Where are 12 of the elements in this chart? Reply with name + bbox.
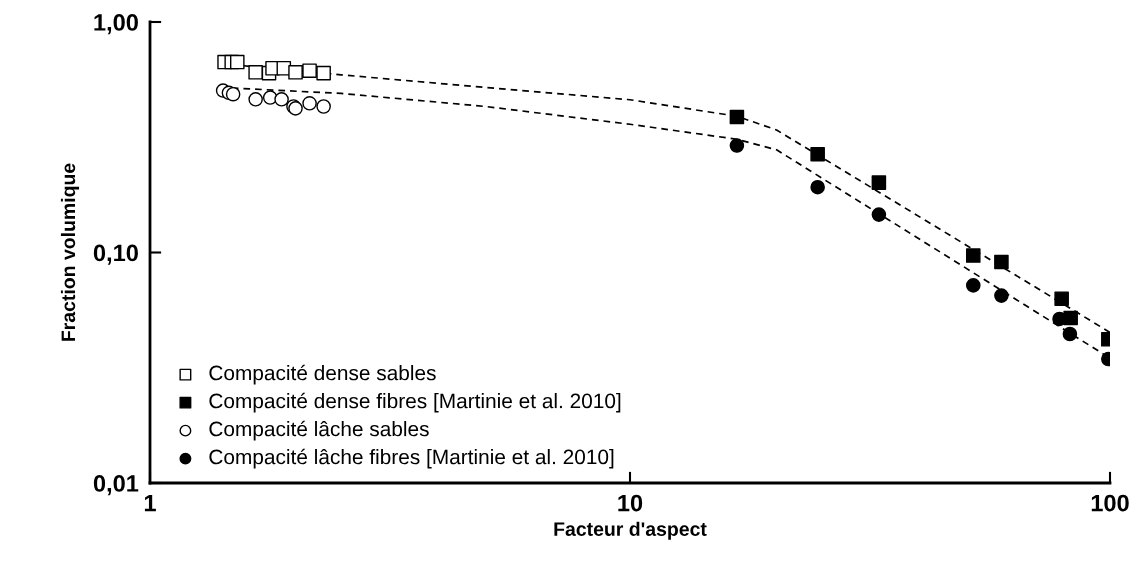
x-tick-label: 10 [618, 494, 643, 512]
y-tick-label: 0,10 [93, 244, 138, 265]
y-tick-label: 0,01 [93, 475, 139, 496]
legend-label: Compacité dense fibres [Martinie et al. 2010] [209, 392, 621, 413]
y-axis-title: Fraction volumique [60, 163, 80, 341]
x-tick-label: 1 [144, 494, 156, 512]
y-tick-label: 1,00 [94, 14, 138, 35]
legend-label: Compacité lâche sables [209, 420, 429, 441]
legend-label: Compacité lâche fibres [Martinie et al. 2010] [209, 448, 614, 469]
x-tick-label: 100 [1091, 494, 1129, 512]
legend-label: Compacité dense sables [209, 364, 436, 385]
x-axis-title: Facteur d'aspect [554, 521, 707, 540]
